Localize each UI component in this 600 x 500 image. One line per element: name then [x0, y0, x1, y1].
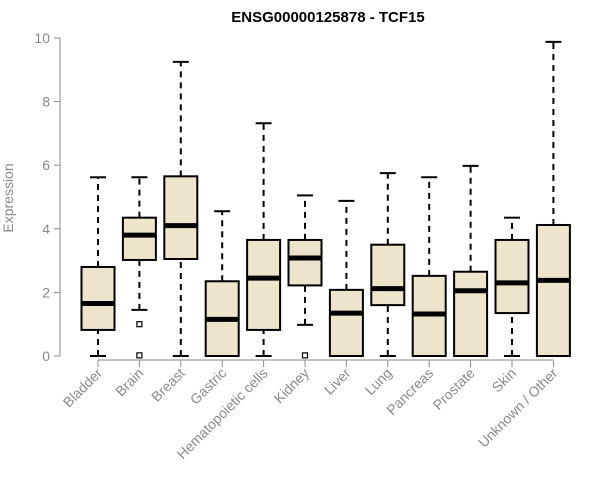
box-iqr [494, 238, 530, 315]
y-tick-label: 6 [42, 157, 50, 173]
x-tick-label: Breast [148, 365, 188, 405]
y-axis-label: Expression [0, 163, 16, 232]
box-6 [328, 199, 364, 357]
x-tick-label: Skin [489, 365, 520, 396]
box-2 [163, 60, 199, 357]
box-8 [411, 176, 447, 358]
box-iqr [287, 238, 323, 287]
outlier-point [136, 352, 143, 359]
box-3 [204, 210, 240, 357]
box-4 [246, 122, 282, 357]
box-5 [287, 194, 323, 359]
outlier-point [301, 352, 309, 359]
chart-title: ENSG00000125878 - TCF15 [231, 9, 424, 26]
box-iqr [535, 223, 571, 357]
box-9 [453, 164, 489, 358]
box-iqr [453, 270, 489, 358]
y-tick-label: 4 [42, 221, 50, 237]
box-7 [370, 172, 406, 357]
box-iqr [121, 216, 157, 261]
y-tick-label: 8 [42, 94, 50, 110]
outlier-point [136, 321, 143, 328]
y-tick-label: 0 [42, 348, 50, 364]
box-iqr [163, 175, 199, 261]
box-10 [494, 216, 530, 357]
x-tick-label: Brain [112, 365, 146, 399]
box-iqr [80, 265, 116, 331]
x-tick-label: Lung [362, 365, 395, 398]
box-iqr [370, 243, 406, 307]
y-tick-label: 2 [42, 284, 50, 300]
x-tick-label: Bladder [60, 365, 106, 411]
x-tick-label: Unknown / Other [475, 365, 561, 451]
x-tick-label: Prostate [430, 365, 478, 413]
y-tick-label: 10 [34, 30, 50, 46]
y-axis: 0 2 4 6 8 10 [34, 30, 61, 364]
box-1 [121, 176, 157, 359]
box-iqr [328, 288, 364, 357]
x-tick-label: Liver [321, 365, 354, 398]
box-11 [535, 40, 571, 357]
box-iqr [246, 238, 282, 331]
x-tick-label: Kidney [271, 365, 313, 407]
boxes-layer [80, 40, 571, 359]
box-0 [80, 176, 116, 357]
